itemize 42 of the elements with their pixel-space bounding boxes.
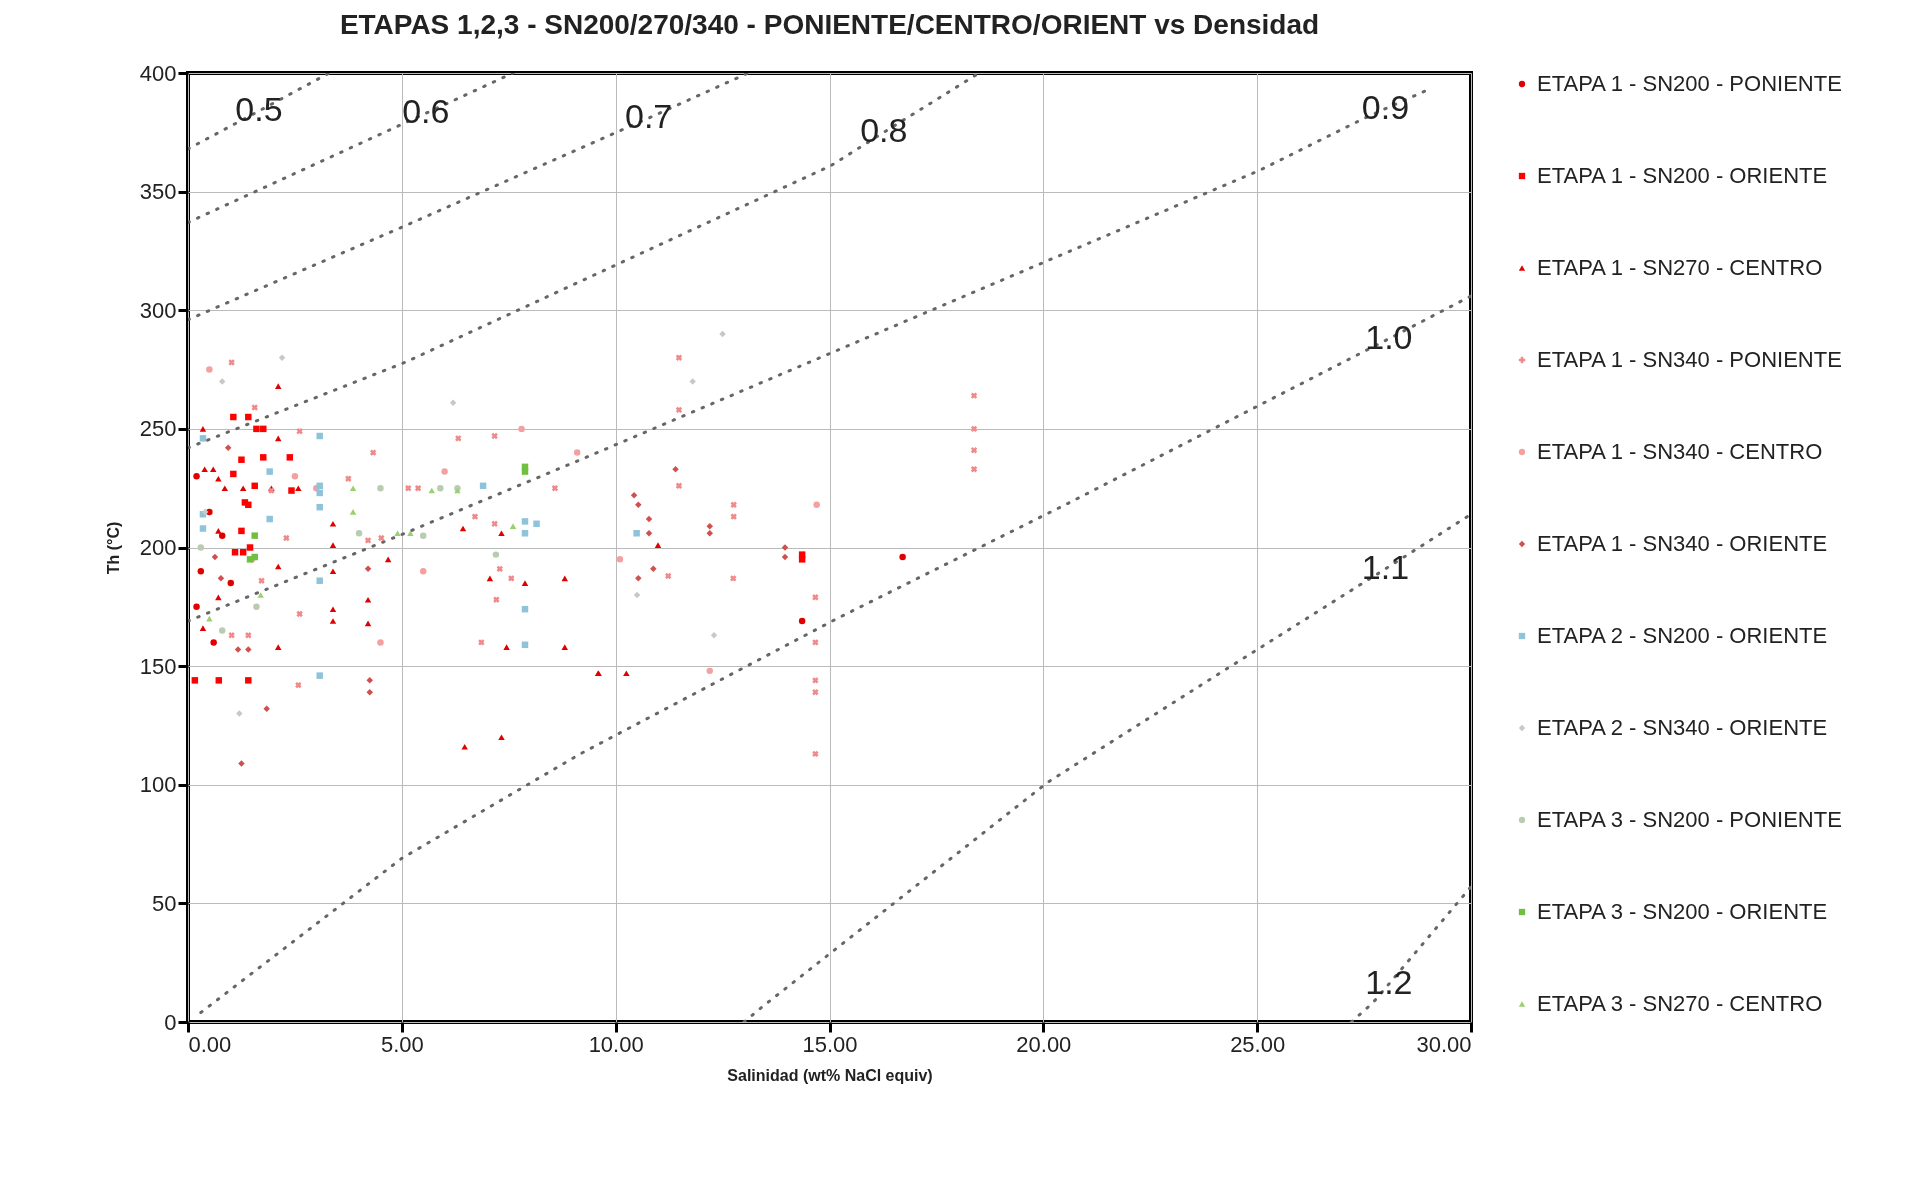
x-tick-label: 5.00	[380, 1031, 424, 1057]
legend-label: ETAPA 1 - SN270 - CENTRO	[1537, 255, 1823, 280]
legend-label: ETAPA 2 - SN200 - ORIENTE	[1537, 623, 1828, 648]
x-tick-label: 0.00	[188, 1031, 232, 1057]
annotation: 1.2	[1365, 963, 1413, 1002]
y-tick-label: 200	[139, 535, 177, 560]
annotation: 0.7	[624, 97, 673, 136]
legend-label: ETAPA 1 - SN340 - PONIENTE	[1537, 347, 1842, 372]
line-series	[1349, 885, 1471, 1022]
chart-title: ETAPAS 1,2,3 - SN200/270/340 - PONIENTE/CENTRO/ORIENT vs Densidad	[339, 9, 1320, 40]
y-axis-title: Th (°C)	[104, 521, 122, 575]
y-tick-label: 0	[164, 1009, 177, 1035]
annotation: 1.0	[1365, 317, 1413, 356]
legend-label: ETAPA 1 - SN200 - PONIENTE	[1537, 71, 1842, 96]
y-tick-label: 350	[139, 179, 177, 205]
y-tick-label: 300	[139, 297, 177, 323]
annotation: 0.5	[235, 89, 283, 128]
x-tick-label: 15.00	[802, 1031, 858, 1057]
legend-label: ETAPA 2 - SN340 - ORIENTE	[1537, 715, 1828, 740]
legend-label: ETAPA 1 - SN200 - ORIENTE	[1537, 163, 1828, 188]
annotation: 0.9	[1361, 87, 1410, 126]
legend-label: ETAPA 3 - SN200 - PONIENTE	[1537, 807, 1842, 832]
line-series	[199, 294, 1471, 1015]
x-tick-label: 30.00	[1416, 1031, 1472, 1057]
line-series	[188, 73, 750, 322]
y-tick-label: 100	[139, 772, 177, 798]
line-series	[742, 512, 1471, 1022]
x-tick-label: 20.00	[1016, 1031, 1072, 1057]
y-tick-label: 400	[139, 60, 177, 86]
legend-label: ETAPA 3 - SN270 - CENTRO	[1537, 991, 1823, 1016]
y-tick-label: 150	[139, 653, 177, 679]
legend-label: ETAPA 1 - SN340 - ORIENTE	[1537, 531, 1828, 556]
annotation: 0.8	[860, 111, 908, 150]
x-tick-label: 10.00	[588, 1031, 644, 1057]
x-axis-title: Salinidad (wt% NaCl equiv)	[727, 1066, 933, 1084]
x-tick-label: 25.00	[1230, 1031, 1286, 1057]
legend-label: ETAPA 1 - SN340 - CENTRO	[1537, 439, 1823, 464]
annotation: 1.1	[1361, 547, 1410, 586]
legend-label: ETAPA 3 - SN200 - ORIENTE	[1537, 899, 1828, 924]
y-tick-label: 250	[139, 416, 177, 442]
annotation: 0.6	[402, 92, 450, 131]
y-tick-label: 50	[152, 890, 177, 916]
